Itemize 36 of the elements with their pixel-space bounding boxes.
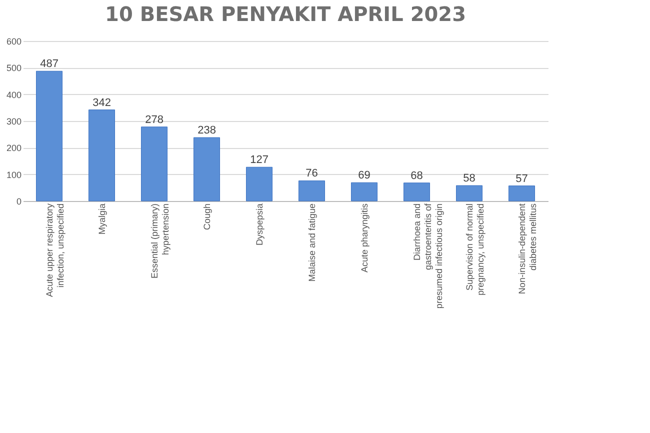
data-label: 487 (40, 58, 58, 70)
x-tick-label: Essential (primary) hypertension (149, 204, 170, 279)
bar (298, 180, 325, 202)
x-tick-label: Diarrhoea and gastroenteritis of presumed infectious origin (412, 203, 444, 309)
chart-title: 10 BESAR PENYAKIT APRIL 2023 (105, 2, 466, 26)
bar (404, 182, 430, 202)
y-tick-label: 600 (6, 36, 22, 46)
bar (88, 110, 115, 202)
data-label: 278 (145, 114, 164, 126)
data-label: 68 (410, 170, 423, 182)
y-tick-label: 200 (6, 143, 22, 154)
y-tick-label: 0 (16, 196, 22, 206)
y-tick-label: 400 (6, 90, 22, 100)
bar (36, 70, 62, 202)
data-label: 58 (463, 172, 476, 185)
data-label: 342 (92, 96, 111, 109)
y-tick-label: 100 (6, 170, 22, 180)
bar (194, 137, 220, 202)
bar (456, 185, 482, 202)
x-tick-label: Malaise and fatigue (306, 204, 317, 282)
data-label: 238 (198, 124, 216, 137)
bar (141, 126, 168, 202)
y-tick-label: 300 (6, 116, 22, 126)
x-tick-label: Myalgia (96, 204, 107, 235)
bar (351, 182, 378, 202)
data-label: 76 (306, 168, 318, 180)
x-tick-label: Cough (202, 204, 212, 230)
data-label: 57 (516, 172, 528, 185)
x-tick-label: Dyspepsia (254, 204, 264, 246)
x-tick-label: Acute pharyngitis (359, 203, 370, 273)
bar (246, 166, 272, 202)
bar (508, 186, 535, 202)
y-tick-label: 500 (6, 63, 22, 74)
x-tick-label: Acute upper respiratory infection, unspecified (44, 203, 66, 298)
data-label: 127 (250, 154, 268, 166)
data-label: 69 (358, 170, 370, 182)
